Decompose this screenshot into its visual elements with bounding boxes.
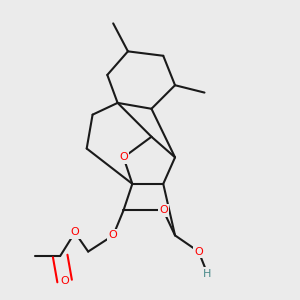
Text: O: O	[119, 152, 128, 162]
Text: O: O	[194, 247, 203, 256]
Text: O: O	[70, 227, 79, 237]
Text: O: O	[60, 276, 69, 286]
Text: H: H	[203, 269, 212, 279]
Text: O: O	[109, 230, 118, 240]
Text: O: O	[159, 206, 168, 215]
